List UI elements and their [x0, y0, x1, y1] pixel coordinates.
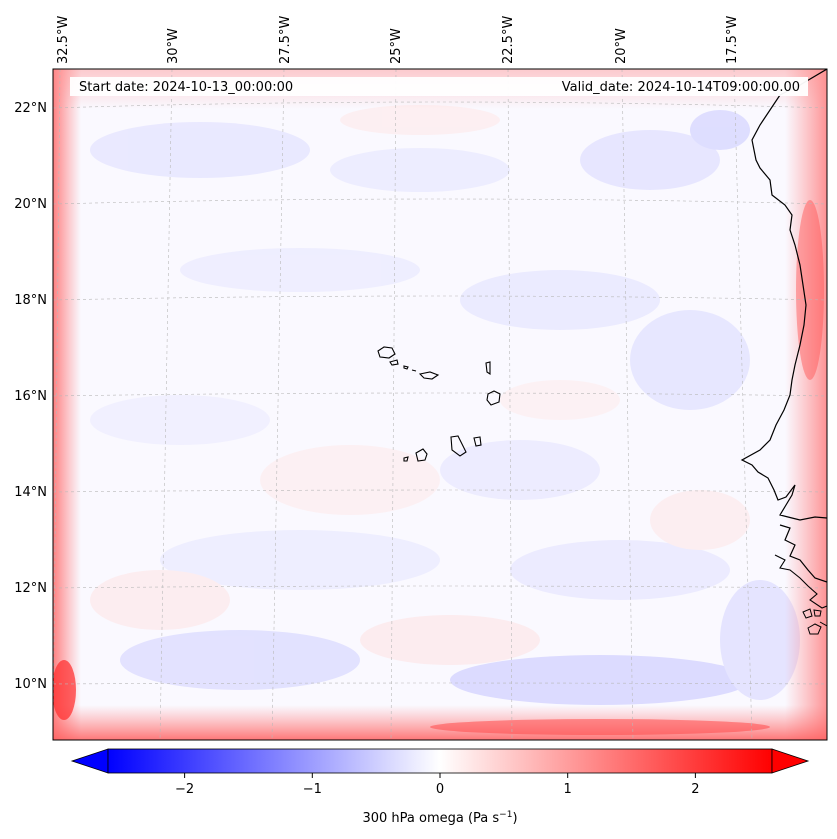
colorbar: −2 −1 0 1 2 300 hPa omega (Pa s−1) — [70, 748, 810, 826]
colorbar-tick-label: 0 — [436, 782, 444, 797]
lat-label: 14°N — [14, 485, 47, 500]
colorbar-tick-label: −1 — [303, 782, 322, 797]
latitude-labels: 22°N 20°N 18°N 16°N 14°N 12°N 10°N — [14, 101, 47, 692]
lat-label: 16°N — [14, 389, 47, 404]
coastline-path — [740, 69, 827, 521]
graticule — [53, 69, 827, 740]
lon-label: 22.5°W — [501, 16, 516, 64]
valid-date-label: Valid_date: 2024-10-14T09:00:00.00 — [562, 80, 800, 95]
date-label-box — [70, 77, 808, 96]
colorbar-tick-label: 1 — [564, 782, 572, 797]
map-frame — [52, 68, 828, 741]
colorbar-ticks — [184, 773, 696, 778]
longitude-labels: 32.5°W 30°W 27.5°W 25°W 22.5°W 20°W 17.5… — [56, 16, 740, 64]
colorbar-min-extend — [70, 748, 109, 774]
start-date-label: Start date: 2024-10-13_00:00:00 — [79, 80, 293, 95]
lon-label: 17.5°W — [725, 16, 740, 64]
colorbar-tick-label: −2 — [175, 782, 194, 797]
lon-label: 27.5°W — [278, 16, 293, 64]
cape-verde-islands — [377, 346, 501, 462]
lon-label: 20°W — [614, 28, 629, 64]
lon-label: 30°W — [166, 28, 181, 64]
lat-label: 20°N — [14, 197, 47, 212]
lat-label: 10°N — [14, 677, 47, 692]
colorbar-ramp — [107, 748, 773, 774]
lat-label: 22°N — [14, 101, 47, 116]
lat-label: 18°N — [14, 293, 47, 308]
lon-label: 32.5°W — [56, 16, 71, 64]
colorbar-label: 300 hPa omega (Pa s−1) — [362, 810, 517, 826]
lat-label: 12°N — [14, 581, 47, 596]
colorbar-max-extend — [771, 748, 810, 774]
colorbar-tick-labels: −2 −1 0 1 2 — [175, 782, 699, 797]
colorbar-tick-label: 2 — [691, 782, 699, 797]
omega-field — [53, 69, 827, 740]
lon-label: 25°W — [389, 28, 404, 64]
